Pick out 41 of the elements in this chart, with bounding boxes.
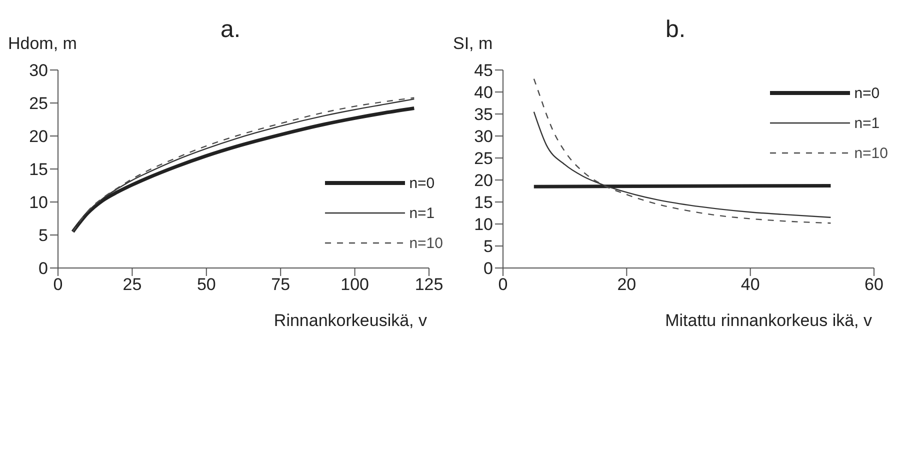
x-tick-label: 0 <box>53 275 63 294</box>
x-axis-title: Rinnankorkeusikä, v <box>274 311 428 330</box>
y-axis-title: SI, m <box>453 34 493 54</box>
y-tick-label: 25 <box>474 149 493 168</box>
line-series <box>533 78 832 224</box>
y-tick-label: 5 <box>484 237 493 256</box>
text: n=0 <box>854 84 880 102</box>
text: n=1 <box>409 204 435 222</box>
y-tick-label: 10 <box>474 215 493 234</box>
y-tick-label: 20 <box>29 127 48 146</box>
text: n=10 <box>409 234 443 252</box>
y-tick-label: 45 <box>474 61 493 80</box>
y-tick-label: 30 <box>29 61 48 80</box>
x-tick-label: 125 <box>414 275 444 294</box>
y-tick-label: 25 <box>29 94 48 114</box>
x-tick-label: 25 <box>122 275 142 294</box>
text: n=10 <box>854 144 888 162</box>
x-tick-label: 60 <box>864 275 884 294</box>
y-tick-label: 0 <box>38 259 48 278</box>
line-series <box>533 111 832 218</box>
y-tick-label: 0 <box>484 259 493 278</box>
x-tick-label: 0 <box>498 275 508 294</box>
y-tick-label: 10 <box>29 193 48 212</box>
y-tick-label: 5 <box>38 226 48 246</box>
y-tick-label: 15 <box>29 160 48 180</box>
chart-title: a. <box>220 16 240 43</box>
y-tick-label: 30 <box>474 127 493 146</box>
text: n=0 <box>409 174 435 192</box>
x-tick-label: 75 <box>271 275 290 294</box>
y-tick-label: 15 <box>474 193 493 212</box>
x-tick-label: 20 <box>617 275 636 294</box>
x-axis-title: Mitattu rinnankorkeus ikä, v <box>665 311 872 330</box>
chart-title: b. <box>665 16 686 43</box>
text: n=1 <box>854 114 880 132</box>
x-tick-label: 50 <box>196 275 216 294</box>
y-axis-title: Hdom, m <box>8 34 77 54</box>
x-tick-label: 100 <box>340 275 369 294</box>
y-tick-label: 40 <box>474 83 493 102</box>
x-tick-label: 40 <box>740 275 760 294</box>
y-tick-label: 20 <box>474 171 493 190</box>
y-tick-label: 35 <box>474 105 493 124</box>
